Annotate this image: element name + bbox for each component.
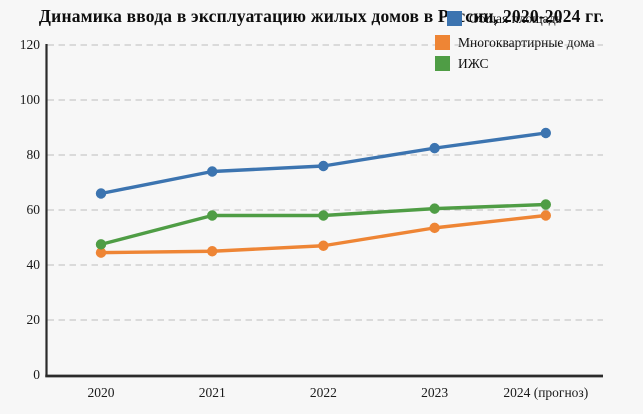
- data-point-ИЖС-2021: [207, 210, 218, 221]
- data-point-Общая площадь-2024 (прогноз): [540, 127, 551, 139]
- x-tick-label-2021: 2021: [198, 385, 226, 400]
- data-point-Общая площадь-2023: [429, 142, 440, 154]
- data-point-ИЖС-2022: [318, 210, 329, 221]
- data-point-ИЖС-2020: [95, 239, 107, 250]
- data-point-Многоквартирные дома-2021: [207, 246, 218, 257]
- data-point-Многоквартирные дома-2020: [95, 247, 107, 258]
- x-tick-label-2024 (прогноз): 2024 (прогноз): [503, 385, 589, 400]
- y-tick-label-20: 20: [26, 312, 41, 327]
- y-tick-label-60: 60: [26, 202, 41, 217]
- chart-title: Динамика ввода в эксплуатацию жилых домо…: [38, 6, 605, 26]
- data-point-Общая площадь-2021: [207, 166, 218, 177]
- data-point-Многоквартирные дома-2023: [429, 222, 440, 234]
- y-tick-label-40: 40: [26, 257, 41, 272]
- x-tick-label-2020: 2020: [87, 385, 115, 400]
- y-tick-label-120: 120: [19, 37, 40, 52]
- y-tick-label-100: 100: [19, 92, 40, 107]
- x-tick-label-2022: 2022: [309, 385, 337, 400]
- data-point-ИЖС-2024 (прогноз): [540, 199, 551, 210]
- data-point-Общая площадь-2020: [95, 188, 107, 199]
- y-tick-label-0: 0: [33, 367, 40, 382]
- data-point-ИЖС-2023: [429, 203, 440, 214]
- x-tick-label-2023: 2023: [421, 385, 449, 400]
- data-point-Многоквартирные дома-2024 (прогноз): [540, 210, 551, 221]
- data-point-Общая площадь-2022: [318, 160, 329, 172]
- data-point-Многоквартирные дома-2022: [318, 240, 329, 251]
- y-tick-label-80: 80: [26, 147, 41, 162]
